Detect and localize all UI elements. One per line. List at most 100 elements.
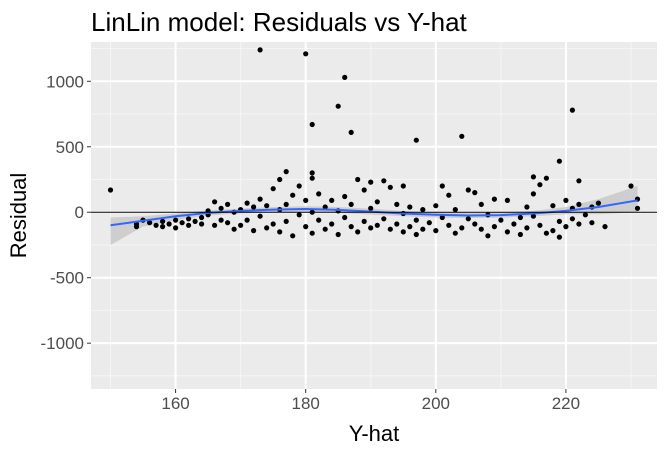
data-point: [394, 221, 400, 227]
data-point: [303, 197, 309, 203]
data-point: [472, 221, 478, 227]
data-point: [160, 218, 166, 224]
data-point: [530, 174, 537, 180]
data-point: [368, 179, 374, 185]
data-point: [563, 197, 569, 203]
data-point: [218, 205, 224, 211]
data-point: [264, 225, 270, 231]
data-point: [329, 197, 335, 203]
data-point: [361, 187, 367, 193]
data-point: [387, 226, 393, 232]
data-point: [192, 218, 198, 224]
data-point: [400, 183, 406, 189]
data-point: [348, 129, 354, 135]
data-point: [439, 183, 445, 189]
data-point: [563, 224, 569, 230]
data-point: [517, 231, 524, 238]
y-axis-ticks: -1000 -500 0 500 1000: [41, 72, 91, 353]
data-point: [517, 214, 524, 221]
data-point: [309, 170, 315, 176]
data-point: [303, 51, 309, 57]
data-point: [329, 221, 335, 227]
x-axis-ticks: 160 180 200 220: [161, 389, 580, 413]
data-point: [218, 217, 224, 223]
data-point: [576, 178, 582, 184]
points-layer: [107, 47, 641, 240]
data-point: [485, 233, 491, 239]
data-point: [433, 228, 439, 234]
data-point: [524, 204, 530, 210]
data-point: [277, 229, 283, 235]
data-point: [374, 222, 380, 228]
data-point: [602, 224, 608, 230]
data-point: [543, 230, 550, 236]
y-tick-label: 0: [75, 203, 84, 222]
data-point: [407, 224, 413, 230]
y-axis-title: Residual: [6, 173, 31, 259]
data-point: [413, 137, 419, 143]
data-point: [550, 203, 556, 209]
data-point: [166, 221, 172, 227]
data-point: [634, 205, 641, 211]
data-point: [556, 218, 563, 224]
data-point: [550, 228, 556, 234]
x-axis-title: Y-hat: [349, 421, 400, 446]
data-point: [283, 218, 289, 224]
data-point: [199, 214, 205, 221]
data-point: [186, 216, 192, 222]
data-point: [491, 196, 497, 202]
data-point: [270, 221, 276, 227]
data-point: [556, 234, 563, 240]
data-point: [335, 231, 341, 238]
data-point: [355, 176, 361, 183]
data-point: [524, 225, 530, 231]
data-point: [257, 47, 263, 53]
y-tick-label: -1000: [41, 334, 84, 353]
data-point: [413, 217, 419, 223]
data-point: [322, 204, 328, 210]
data-point: [407, 204, 413, 210]
data-point: [576, 221, 582, 227]
data-point: [322, 226, 328, 232]
data-point: [420, 207, 426, 213]
data-point: [264, 203, 270, 209]
data-point: [270, 186, 276, 192]
data-point: [361, 218, 367, 224]
data-point: [160, 224, 166, 230]
data-point: [296, 212, 302, 218]
data-point: [348, 201, 354, 207]
x-tick-label: 200: [422, 394, 450, 413]
data-point: [504, 229, 510, 235]
data-point: [478, 201, 484, 207]
y-tick-label: 1000: [46, 72, 84, 91]
data-point: [465, 216, 471, 222]
data-point: [283, 169, 289, 175]
data-point: [465, 187, 471, 193]
chart-title: LinLin model: Residuals vs Y-hat: [91, 7, 468, 37]
data-point: [212, 222, 218, 228]
data-point: [569, 216, 576, 222]
data-point: [582, 212, 589, 218]
data-point: [342, 74, 348, 80]
data-point: [589, 220, 595, 226]
data-point: [459, 225, 465, 231]
data-point: [628, 183, 634, 189]
data-point: [433, 203, 439, 209]
data-point: [452, 230, 458, 236]
data-point: [478, 226, 484, 232]
data-point: [231, 226, 237, 232]
data-point: [342, 193, 348, 200]
data-point: [355, 229, 361, 235]
data-point: [244, 217, 250, 223]
data-point: [303, 224, 309, 230]
data-point: [179, 220, 185, 226]
data-point: [348, 224, 354, 230]
data-point: [290, 192, 296, 198]
data-point: [309, 121, 315, 128]
data-point: [238, 222, 244, 228]
data-point: [283, 201, 289, 207]
data-point: [530, 213, 537, 219]
data-point: [147, 220, 153, 226]
data-point: [446, 222, 452, 228]
